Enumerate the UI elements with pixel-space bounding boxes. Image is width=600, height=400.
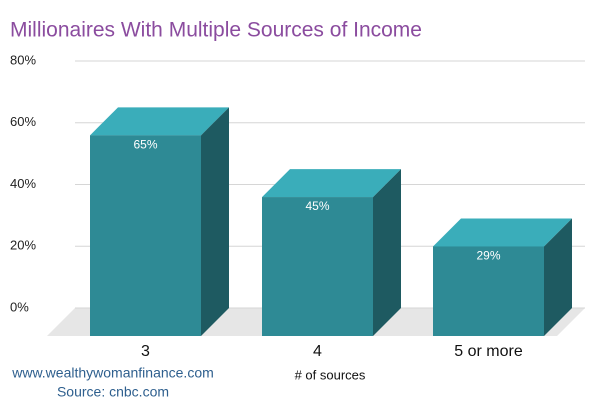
- y-tick-label: 60%: [10, 114, 36, 129]
- bar: [90, 135, 201, 336]
- bar-side: [373, 169, 401, 336]
- y-tick-label: 40%: [10, 176, 36, 191]
- y-tick-label: 20%: [10, 238, 36, 253]
- bar: [262, 197, 373, 336]
- value-label: 29%: [476, 249, 500, 263]
- bar: [433, 246, 544, 336]
- bar-side: [201, 107, 229, 336]
- bar-side: [544, 218, 572, 336]
- footer-site: www.wealthywomanfinance.com: [11, 365, 214, 381]
- x-tick-label: 3: [141, 343, 150, 360]
- x-tick-label: 5 or more: [454, 343, 523, 360]
- x-axis-label: # of sources: [295, 367, 366, 382]
- bar-top: [90, 107, 229, 136]
- bar-top: [262, 169, 401, 198]
- x-tick-label: 4: [313, 343, 322, 360]
- y-tick-label: 80%: [10, 52, 36, 67]
- y-tick-label: 0%: [10, 299, 29, 314]
- value-label: 45%: [305, 199, 329, 213]
- bar-top: [433, 218, 572, 247]
- value-label: 65%: [133, 137, 157, 151]
- chart-title: Millionaires With Multiple Sources of In…: [10, 19, 422, 42]
- footer-source: Source: cnbc.com: [57, 384, 169, 400]
